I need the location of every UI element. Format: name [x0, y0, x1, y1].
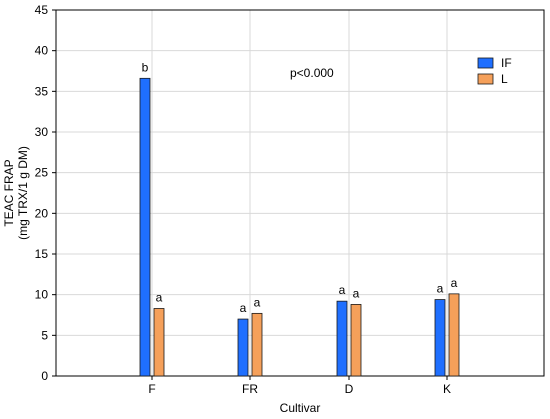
legend: IF L [477, 56, 512, 86]
significance-letters: baa aa aaa [142, 60, 458, 315]
y-tick-label: 20 [35, 206, 49, 220]
y-axis-title-line2: (mg TRX/1 g DM) [16, 146, 30, 240]
bar-if-d [336, 300, 348, 377]
bars [139, 77, 460, 377]
y-tick-label: 30 [35, 125, 49, 139]
x-tick-label: FR [242, 382, 258, 396]
significance-letter: a [339, 283, 346, 297]
significance-letter: a [353, 286, 360, 300]
x-axis-title: Cultivar [280, 401, 321, 415]
significance-letter: b [142, 60, 149, 74]
bar-if-k [434, 299, 446, 377]
significance-letter: a [437, 282, 444, 296]
bar-if-f [139, 77, 151, 377]
y-tick-label: 25 [35, 166, 49, 180]
x-axis: F FR D K [148, 376, 451, 396]
bar-if-fr [237, 318, 249, 377]
p-value-annotation: p<0.000 [290, 66, 334, 80]
x-tick-label: D [345, 382, 354, 396]
y-tick-label: 45 [35, 3, 49, 17]
bar-l-d [350, 304, 362, 377]
significance-letter: a [240, 301, 247, 315]
bar-l-fr [251, 312, 263, 377]
y-tick-label: 35 [35, 84, 49, 98]
x-tick-label: K [443, 382, 451, 396]
x-tick-label: F [148, 382, 155, 396]
plot-frame [55, 9, 545, 377]
grid-lines [56, 10, 544, 376]
significance-letter: a [156, 290, 163, 304]
y-tick-label: 5 [41, 328, 48, 342]
legend-swatch-if [477, 57, 494, 69]
y-tick-label: 40 [35, 44, 49, 58]
y-axis-title-line1: TEAC FRAP [2, 159, 16, 226]
legend-label-l: L [501, 72, 508, 86]
significance-letter: a [254, 295, 261, 309]
significance-letter: a [451, 276, 458, 290]
y-tick-label: 15 [35, 247, 49, 261]
y-axis: 0 5 10 15 20 25 30 35 40 45 [35, 3, 56, 383]
y-tick-label: 10 [35, 288, 49, 302]
legend-label-if: IF [501, 56, 512, 70]
bar-l-k [448, 293, 460, 377]
bar-l-f [153, 308, 165, 377]
y-tick-label: 0 [41, 369, 48, 383]
legend-swatch-l [477, 73, 494, 85]
